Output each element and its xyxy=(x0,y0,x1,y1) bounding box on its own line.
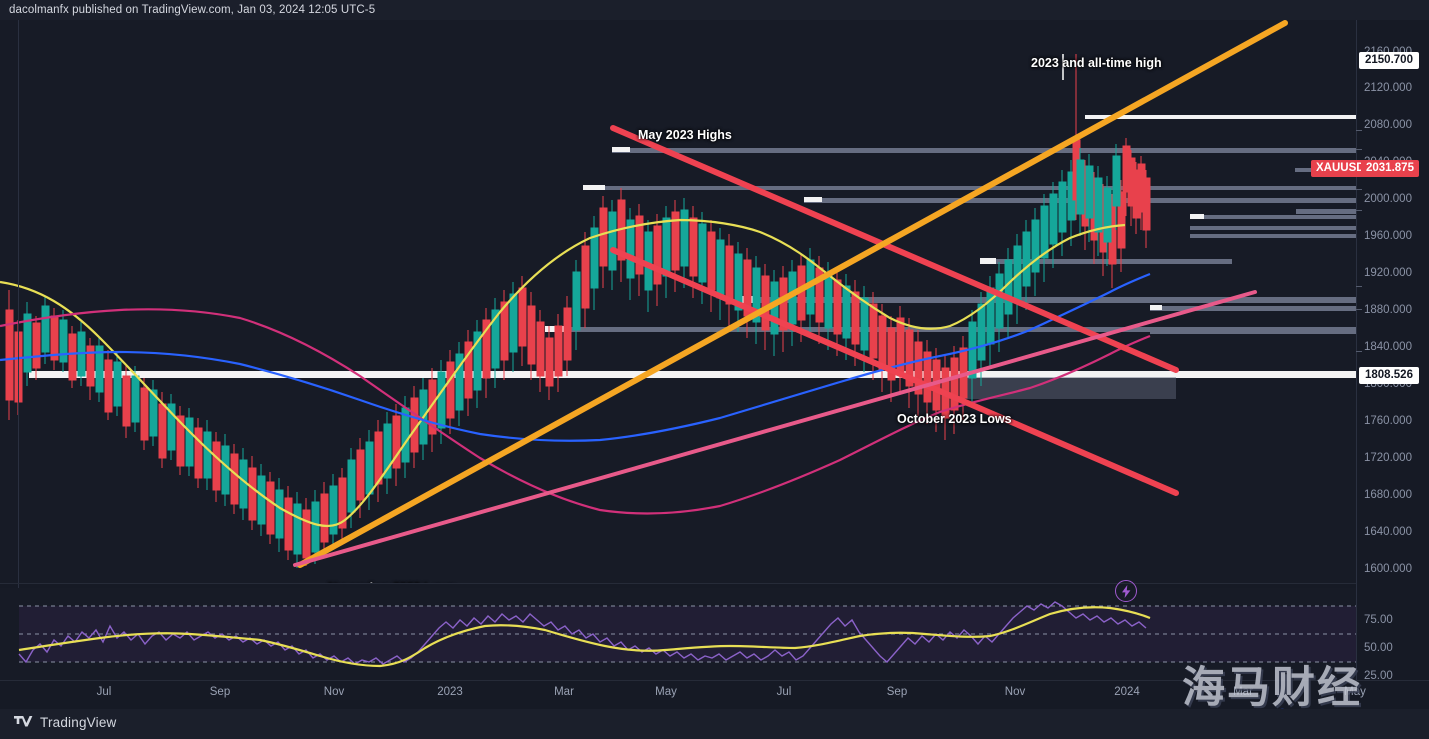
price-label-low[interactable]: 1808.526 xyxy=(1359,367,1419,384)
price-axis[interactable]: 2160.000 2120.000 2080.000 2040.000 2000… xyxy=(1356,20,1429,682)
price-axis-mark-7 xyxy=(1356,351,1362,352)
ascending-support-orange xyxy=(297,20,1288,568)
price-axis-mark-5 xyxy=(1356,286,1362,287)
ma-yellow-line xyxy=(0,218,1126,528)
price-tick-1720: 1720.000 xyxy=(1364,452,1412,464)
time-tick-sep-2023: Sep xyxy=(886,686,908,698)
time-tick-nov-2022: Nov xyxy=(323,686,345,698)
time-tick-may-2023: May xyxy=(655,686,677,698)
time-axis[interactable]: Jul Sep Nov 2023 Mar May Jul Sep Nov 202… xyxy=(0,681,1429,709)
price-tick-1960: 1960.000 xyxy=(1364,230,1412,242)
descending-resistance-red xyxy=(610,125,1179,373)
price-axis-mark-2 xyxy=(1356,149,1362,150)
price-tick-1680: 1680.000 xyxy=(1364,489,1412,501)
tradingview-logo[interactable]: TradingView xyxy=(14,715,117,730)
price-axis-mark-1 xyxy=(1356,130,1362,131)
pane-separator-top xyxy=(0,583,1429,584)
chart-publish-header: dacolmanfx published on TradingView.com,… xyxy=(0,0,1429,20)
pane-separator-bottom xyxy=(0,680,1429,681)
time-tick-may-2024: May xyxy=(1344,686,1366,698)
rsi-tick-50: 50.00 xyxy=(1364,642,1393,654)
time-tick-nov-2023: Nov xyxy=(1004,686,1026,698)
price-chart-pane[interactable]: 2023 and all-time high May 2023 Highs Oc… xyxy=(0,20,1356,583)
ma-blue-line xyxy=(0,272,1151,442)
time-tick-sep-2022: Sep xyxy=(209,686,231,698)
rsi-tick-25: 25.00 xyxy=(1364,670,1393,682)
rsi-tick-75: 75.00 xyxy=(1364,614,1393,626)
pane-left-border xyxy=(18,20,19,680)
price-axis-mark-4 xyxy=(1356,210,1362,211)
price-axis-mark-3 xyxy=(1356,189,1362,190)
bottom-bar: TradingView xyxy=(0,709,1429,739)
price-axis-divider xyxy=(1356,20,1357,680)
rsi-chart-svg xyxy=(0,588,1356,680)
price-tick-2120: 2120.000 xyxy=(1364,82,1412,94)
price-tick-2000: 2000.000 xyxy=(1364,193,1412,205)
annotation-november-2022-lows: November 2022 Lows xyxy=(328,581,456,583)
lightning-bolt-icon[interactable] xyxy=(1115,580,1137,602)
tradingview-logo-text: TradingView xyxy=(40,715,117,730)
price-tick-1600: 1600.000 xyxy=(1364,563,1412,575)
annotation-october-2023-lows: October 2023 Lows xyxy=(897,412,1012,426)
rsi-yellow-ma-line xyxy=(18,606,1151,668)
annotation-all-time-high: 2023 and all-time high xyxy=(1031,56,1162,70)
price-label-high[interactable]: 2150.700 xyxy=(1359,52,1419,69)
rsi-indicator-pane[interactable] xyxy=(0,588,1356,680)
annotation-may-2023-highs: May 2023 Highs xyxy=(638,128,732,142)
price-chart-svg xyxy=(0,20,1356,583)
price-axis-mark-6 xyxy=(1356,309,1362,310)
price-tick-1920: 1920.000 xyxy=(1364,267,1412,279)
price-tick-1880: 1880.000 xyxy=(1364,304,1412,316)
descending-channel-red xyxy=(610,247,1179,496)
ma-magenta-line xyxy=(0,308,1151,515)
time-tick-jul-2022: Jul xyxy=(96,686,112,698)
symbol-ticker-badge[interactable]: XAUUSD xyxy=(1311,160,1370,177)
time-tick-mar-2023: Mar xyxy=(554,686,574,698)
price-tick-1640: 1640.000 xyxy=(1364,526,1412,538)
time-tick-2024: 2024 xyxy=(1114,686,1140,698)
tradingview-mark-icon xyxy=(14,716,33,727)
symbol-price-badge[interactable]: 2031.875 xyxy=(1361,160,1419,177)
ascending-support-pink xyxy=(293,290,1257,567)
time-tick-mar-2024: Mar xyxy=(1233,686,1253,698)
trendlines xyxy=(293,20,1288,568)
price-tick-1760: 1760.000 xyxy=(1364,415,1412,427)
price-tick-2080: 2080.000 xyxy=(1364,119,1412,131)
price-tick-1840: 1840.000 xyxy=(1364,341,1412,353)
time-tick-2023: 2023 xyxy=(437,686,463,698)
lightning-bolt-glyph xyxy=(1121,584,1130,598)
time-tick-jul-2023: Jul xyxy=(776,686,792,698)
watermark-chinese: 海马财经 xyxy=(1182,663,1362,713)
